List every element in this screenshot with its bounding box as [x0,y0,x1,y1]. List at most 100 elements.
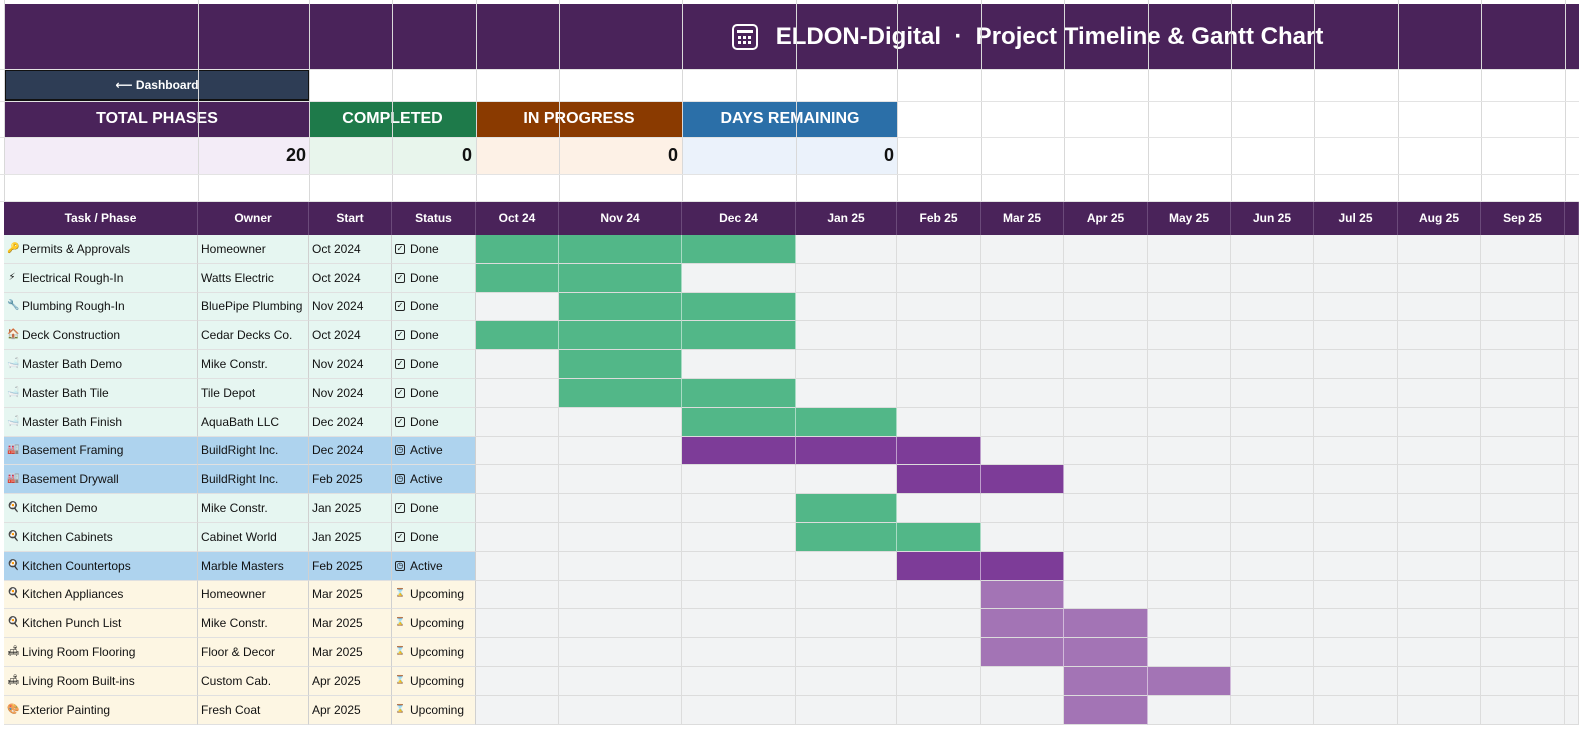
status-cell: ◷ Active [392,436,476,466]
column-header-task[interactable]: Task / Phase [4,201,198,235]
table-row[interactable]: 🍳 Kitchen Cabinets Cabinet World Jan 2025 ✓ D… [4,523,1579,552]
gridline [1064,0,1065,201]
progress-icon: ◷ [395,445,405,456]
gantt-cell [1231,263,1314,293]
column-header-owner[interactable]: Owner [198,201,309,235]
gantt-cell [1148,523,1231,552]
hourglass-icon: ⌛ [395,617,405,627]
gantt-cell [981,523,1064,552]
table-row[interactable]: 🍳 Kitchen Demo Mike Constr. Jan 2025 ✓ Done [4,494,1579,523]
gantt-bar [682,321,796,351]
gantt-cell [981,494,1064,523]
status-text: Upcoming [410,587,465,602]
table-row[interactable]: 🔑 Permits & Approvals Homeowner Oct 2024 ✓ Do… [4,235,1579,264]
owner-cell: BuildRight Inc. [198,465,309,495]
gridline [981,0,982,201]
task-icon: 🔑 [7,242,20,254]
gantt-cell [1565,292,1579,322]
table-row[interactable]: 🛋 Living Room Flooring Floor & Decor Mar 20… [4,638,1579,667]
gantt-cell [476,523,559,552]
column-header-start[interactable]: Start [309,201,392,235]
hourglass-icon: ⌛ [395,646,405,656]
status-cell: ⌛ Upcoming [392,609,476,639]
task-cell: 🏭 Basement Framing [4,436,198,466]
gantt-cell [1565,667,1579,696]
table-row[interactable]: 🍳 Kitchen Punch List Mike Constr. Mar 2025 ⌛… [4,609,1579,639]
gantt-cell [1565,523,1579,552]
gantt-cell [476,695,559,725]
table-row[interactable]: 🔧 Plumbing Rough-In BluePipe Plumbing Nov 2… [4,292,1579,322]
status-cell: ✓ Done [392,235,476,264]
owner-cell: Homeowner [198,235,309,264]
task-icon: 🍳 [7,530,20,542]
status-text: Done [410,385,439,400]
table-row[interactable]: 🏭 Basement Drywall BuildRight Inc. Feb 2025… [4,465,1579,495]
gantt-cell [1148,350,1231,379]
gridline [0,174,1579,175]
owner-cell: Cedar Decks Co. [198,321,309,351]
table-row[interactable]: 🍳 Kitchen Countertops Marble Masters Feb 20… [4,551,1579,581]
table-row[interactable]: ⚡ Electrical Rough-In Watts Electric Oct 20… [4,263,1579,293]
gantt-cell [682,523,796,552]
task-cell: 🛋 Living Room Flooring [4,638,198,667]
dashboard-button[interactable]: ⟵ Dashboard [4,69,310,101]
table-row[interactable]: 🏭 Basement Framing BuildRight Inc. Dec 2024… [4,436,1579,466]
gantt-bar [981,609,1064,639]
task-cell: 🛁 Master Bath Demo [4,350,198,379]
status-text: Done [410,299,439,314]
status-cell: ◷ Active [392,551,476,581]
task-icon: 🏭 [7,473,20,485]
gantt-cell [1565,695,1579,725]
header-fill [1565,201,1579,235]
table-row[interactable]: 🛁 Master Bath Tile Tile Depot Nov 2024 ✓ Done [4,379,1579,408]
owner-cell: Marble Masters [198,551,309,581]
checkbox-icon: ✓ [395,416,405,427]
gantt-cell [1565,379,1579,408]
gantt-cell [682,494,796,523]
status-cell: ✓ Done [392,292,476,322]
task-icon: 🛋 [7,674,20,686]
owner-cell: Mike Constr. [198,494,309,523]
status-cell: ✓ Done [392,494,476,523]
task-cell: 🏭 Basement Drywall [4,465,198,495]
gantt-cell [1565,321,1579,351]
gantt-cell [796,609,897,639]
task-icon: 🍳 [7,559,20,571]
gantt-cell [1398,235,1481,264]
gantt-cell [1231,407,1314,437]
gantt-cell [1231,235,1314,264]
table-row[interactable]: 🛋 Living Room Built-ins Custom Cab. Apr 202… [4,667,1579,696]
gantt-bar [796,523,897,552]
gantt-cell [559,551,682,581]
gantt-cell [1064,494,1148,523]
gantt-cell [1231,667,1314,696]
start-cell: Dec 2024 [309,407,392,437]
gantt-cell [1481,494,1565,523]
gantt-cell [796,321,897,351]
start-cell: Jan 2025 [309,523,392,552]
table-row[interactable]: 🛁 Master Bath Finish AquaBath LLC Dec 2024 ✓… [4,407,1579,437]
column-header-status[interactable]: Status [392,201,476,235]
gantt-cell [897,667,981,696]
gantt-cell [1565,465,1579,495]
gridline [559,0,560,201]
gantt-cell [1481,523,1565,552]
gridline [1148,0,1149,201]
gantt-bar [1064,609,1148,639]
gantt-cell [1314,379,1398,408]
gantt-cell [1481,350,1565,379]
gridline [0,137,1579,138]
gantt-cell [1314,609,1398,639]
gantt-cell [1064,263,1148,293]
table-row[interactable]: 🍳 Kitchen Appliances Homeowner Mar 2025 ⌛ Upc… [4,580,1579,610]
gantt-cell [897,350,981,379]
start-cell: Nov 2024 [309,350,392,379]
table-row[interactable]: 🏠 Deck Construction Cedar Decks Co. Oct 202… [4,321,1579,351]
owner-cell: Watts Electric [198,263,309,293]
gantt-cell [682,695,796,725]
gantt-cell [1314,638,1398,667]
status-text: Done [410,270,439,285]
table-row[interactable]: 🎨 Exterior Painting Fresh Coat Apr 2025 ⌛ Upc… [4,695,1579,725]
table-row[interactable]: 🛁 Master Bath Demo Mike Constr. Nov 2024 ✓ Do… [4,350,1579,379]
gantt-cell [1565,638,1579,667]
